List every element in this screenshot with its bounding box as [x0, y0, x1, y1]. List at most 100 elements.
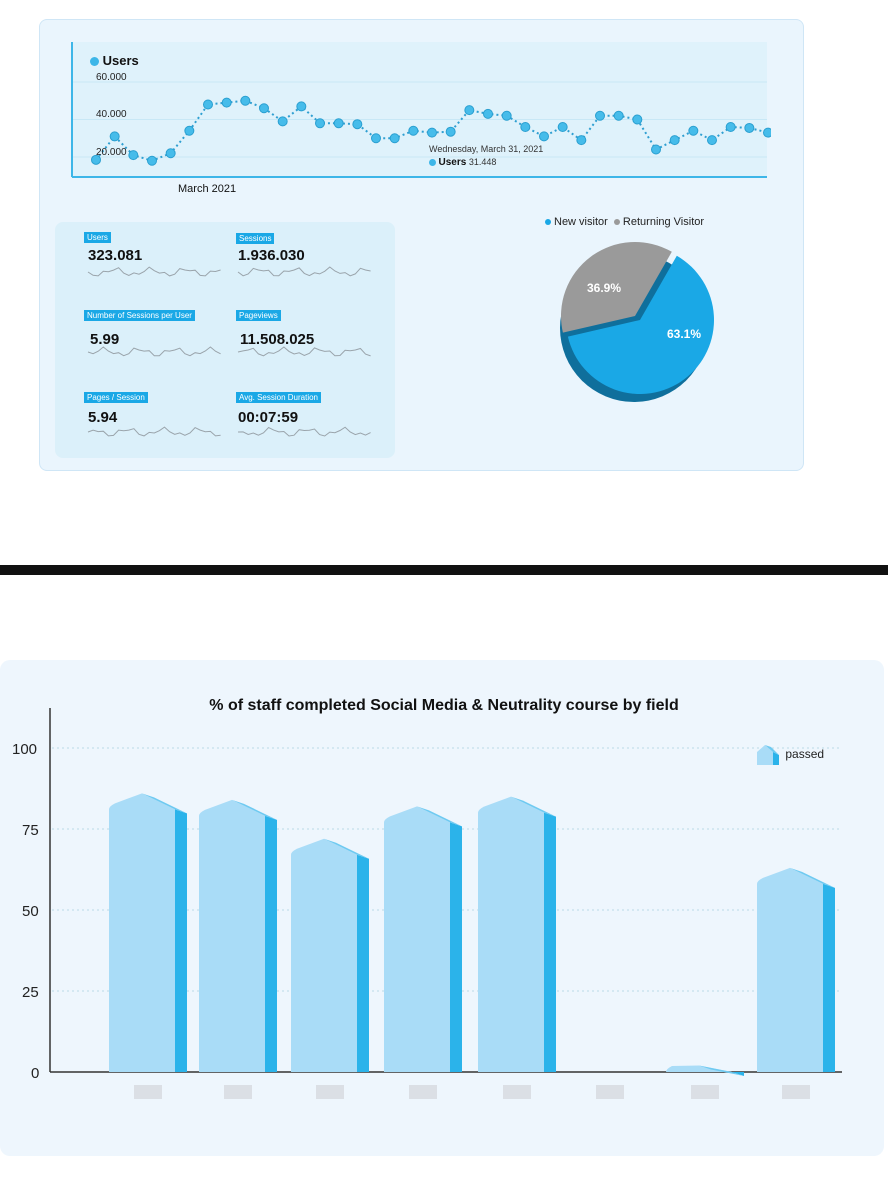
tooltip-series: Users	[438, 157, 467, 168]
bar[interactable]	[291, 838, 369, 1072]
metrics-panel	[55, 222, 395, 458]
users-data-point[interactable]	[296, 101, 307, 112]
y-tick-40000: 40.000	[96, 109, 127, 120]
bar[interactable]	[478, 796, 556, 1072]
users-data-point[interactable]	[333, 118, 344, 129]
bar-category-label-redacted	[224, 1085, 252, 1099]
users-data-point[interactable]	[744, 122, 755, 133]
users-data-point[interactable]	[371, 133, 381, 144]
users-data-point[interactable]	[184, 125, 195, 136]
bar[interactable]	[666, 1065, 744, 1076]
users-line-chart	[71, 42, 772, 178]
users-data-point[interactable]	[483, 108, 493, 119]
pie-legend[interactable]: New visitor Returning Visitor	[545, 216, 704, 228]
sparklines	[87, 266, 371, 437]
bar-y-tick-50: 50	[22, 903, 39, 920]
users-data-point[interactable]	[725, 122, 736, 132]
bar-category-label-redacted	[316, 1085, 344, 1099]
pie-slice-new-visitor[interactable]	[567, 255, 714, 394]
y-tick-20000: 20.000	[96, 147, 127, 158]
bar-y-tick-100: 100	[12, 741, 37, 758]
users-data-point[interactable]	[520, 122, 531, 132]
pie-label-returning: 36.9%	[587, 281, 621, 295]
users-data-point[interactable]	[576, 135, 587, 146]
metric-sparkline	[237, 266, 371, 277]
users-data-point[interactable]	[427, 127, 437, 138]
metric-value-sessions-per-user: 5.99	[90, 331, 120, 348]
users-data-point[interactable]	[464, 105, 475, 116]
users-data-point[interactable]	[389, 133, 400, 144]
metric-value-pages-per-session: 5.94	[88, 409, 118, 426]
users-data-point[interactable]	[165, 148, 176, 159]
returning-visitor-legend-dot	[613, 219, 620, 226]
bar-category-label-redacted	[134, 1085, 162, 1099]
users-data-point[interactable]	[109, 131, 120, 142]
users-data-point[interactable]	[501, 110, 512, 121]
section-divider	[0, 565, 888, 575]
pie-label-new: 63.1%	[667, 327, 701, 341]
metric-label-sessions: Sessions	[236, 233, 275, 244]
users-data-point[interactable]	[763, 127, 772, 138]
tooltip-dot	[429, 159, 436, 167]
users-data-point[interactable]	[259, 103, 269, 114]
users-data-point[interactable]	[688, 125, 699, 136]
users-data-point[interactable]	[91, 154, 101, 165]
metric-sparkline	[87, 266, 221, 277]
line-chart-area	[71, 42, 767, 178]
metric-label-users: Users	[84, 232, 111, 243]
metric-sparkline	[87, 346, 221, 357]
users-data-point[interactable]	[147, 155, 157, 166]
users-legend-dot	[90, 57, 99, 67]
metric-label-pages-per-session: Pages / Session	[84, 392, 148, 403]
users-data-point[interactable]	[240, 95, 251, 106]
pie-slice-returning-visitor[interactable]	[561, 242, 672, 333]
bar-y-tick-0: 0	[31, 1065, 39, 1082]
metric-sparkline	[87, 426, 221, 437]
users-legend-label: Users	[102, 53, 139, 68]
users-data-point[interactable]	[315, 118, 325, 129]
bar-category-label-redacted	[503, 1085, 531, 1099]
tooltip-date: Wednesday, March 31, 2021	[429, 144, 544, 154]
visitor-pie-chart: 63.1% 36.9%	[560, 242, 714, 402]
bar[interactable]	[109, 793, 187, 1072]
users-data-point[interactable]	[221, 97, 232, 108]
metric-label-pageviews: Pageviews	[236, 310, 281, 321]
bar-category-label-redacted	[782, 1085, 810, 1099]
metric-label-sessions-per-user: Number of Sessions per User	[84, 310, 195, 321]
bar[interactable]	[757, 867, 835, 1072]
users-data-point[interactable]	[128, 150, 139, 161]
users-data-point[interactable]	[277, 116, 288, 127]
metric-value-pageviews: 11.508.025	[240, 331, 315, 348]
users-data-point[interactable]	[408, 125, 419, 136]
new-visitor-legend-label: New visitor	[554, 216, 608, 228]
users-data-point[interactable]	[613, 110, 624, 121]
bar-y-tick-25: 25	[22, 984, 39, 1001]
new-visitor-legend-dot	[545, 219, 551, 226]
metric-value-sessions: 1.936.030	[238, 247, 305, 264]
users-data-point[interactable]	[632, 114, 643, 125]
passed-legend-label: passed	[785, 747, 825, 762]
metric-value-users: 323.081	[88, 247, 143, 264]
line-chart-legend[interactable]: Users	[90, 53, 139, 68]
users-data-point[interactable]	[651, 144, 661, 155]
line-chart-tooltip: Wednesday, March 31, 2021 Users 31.448	[429, 143, 543, 169]
metric-sparkline	[237, 346, 371, 357]
passed-legend-swatch	[757, 745, 779, 765]
users-data-point[interactable]	[595, 110, 605, 121]
metric-sparkline	[237, 426, 371, 437]
bar-category-label-redacted	[409, 1085, 437, 1099]
users-data-point[interactable]	[669, 135, 680, 146]
course-completion-bar-chart: 100 75 50 25 0	[12, 708, 842, 1099]
bar[interactable]	[384, 806, 462, 1072]
returning-visitor-legend-label: Returning Visitor	[622, 216, 705, 228]
metric-value-avg-session-duration: 00:07:59	[238, 409, 299, 426]
users-data-point[interactable]	[557, 122, 568, 132]
users-data-point[interactable]	[352, 119, 363, 130]
users-data-point[interactable]	[203, 99, 213, 110]
bar-category-label-redacted	[596, 1085, 624, 1099]
users-data-point[interactable]	[445, 126, 456, 137]
users-data-point[interactable]	[539, 131, 549, 142]
bar-chart-legend[interactable]: passed	[756, 744, 824, 766]
bar[interactable]	[199, 799, 277, 1072]
users-data-point[interactable]	[707, 135, 717, 146]
